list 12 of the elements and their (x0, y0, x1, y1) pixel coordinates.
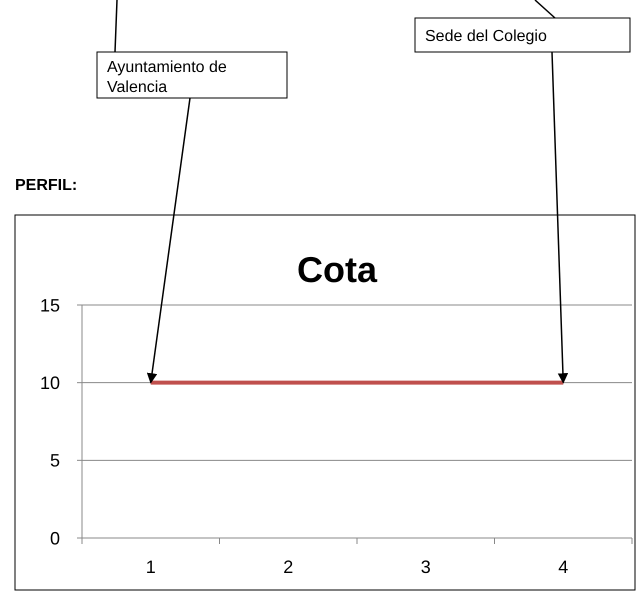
chart-title: Cota (297, 249, 378, 290)
x-tick-label: 1 (146, 557, 156, 577)
x-tick-label: 3 (420, 557, 431, 577)
annotation: Ayuntamiento de Valencia (107, 59, 227, 96)
y-tick-label: 10 (40, 372, 60, 393)
y-tick-label: 15 (40, 295, 60, 316)
y-tick-label: 5 (50, 450, 60, 471)
annotation: Sede del Colegio (425, 28, 547, 45)
x-tick-label: 2 (283, 557, 294, 577)
text: PERFIL: (15, 177, 78, 194)
x-tick-label: 4 (558, 557, 568, 577)
y-tick-label: 0 (50, 528, 60, 548)
